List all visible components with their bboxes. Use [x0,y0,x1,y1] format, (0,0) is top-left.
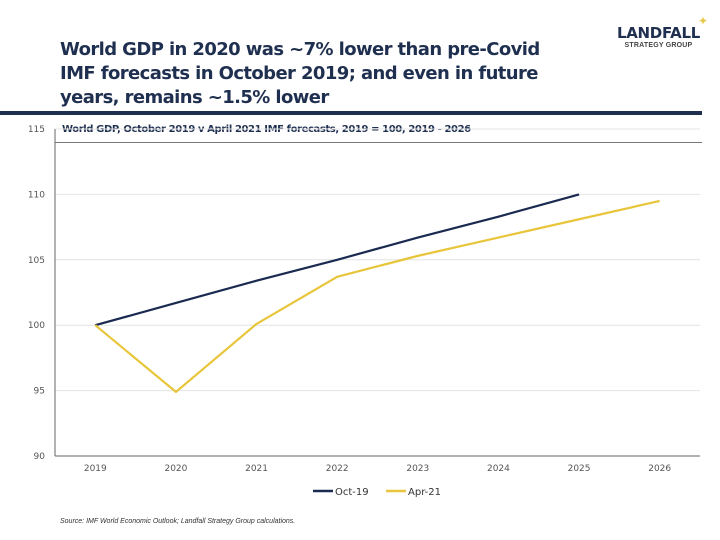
logo-sub: STRATEGY GROUP [624,42,693,49]
x-tick-label: 2020 [164,464,187,474]
logo-main: LANDFALL [616,24,700,42]
header-divider [0,111,702,115]
legend-label-oct-19: Oct-19 [335,487,369,498]
y-tick-label: 100 [28,321,45,331]
series-line-oct-19 [95,193,580,327]
legend-label-apr-21: Apr-21 [408,487,441,498]
x-tick-label: 2026 [648,464,671,474]
subtitle-divider [55,142,702,143]
x-tick-label: 2019 [84,464,107,474]
y-tick-label: 110 [28,190,45,200]
source-note: Source: IMF World Economic Outlook; Land… [60,518,296,525]
y-tick-label: 95 [34,387,45,397]
x-tick-label: 2022 [326,464,349,474]
landfall-logo: ✦ LANDFALL STRATEGY GROUP [616,14,708,49]
y-tick-label: 90 [34,452,46,462]
x-tick-label: 2023 [406,464,429,474]
series-line-apr-21 [94,199,660,394]
y-tick-label: 105 [28,256,45,266]
y-tick-label: 115 [28,125,45,135]
x-tick-label: 2025 [568,464,591,474]
x-tick-label: 2024 [487,464,510,474]
x-tick-label: 2021 [245,464,268,474]
chart-headline: World GDP in 2020 was ~7% lower than pre… [60,39,540,108]
star-icon: ✦ [697,14,708,28]
